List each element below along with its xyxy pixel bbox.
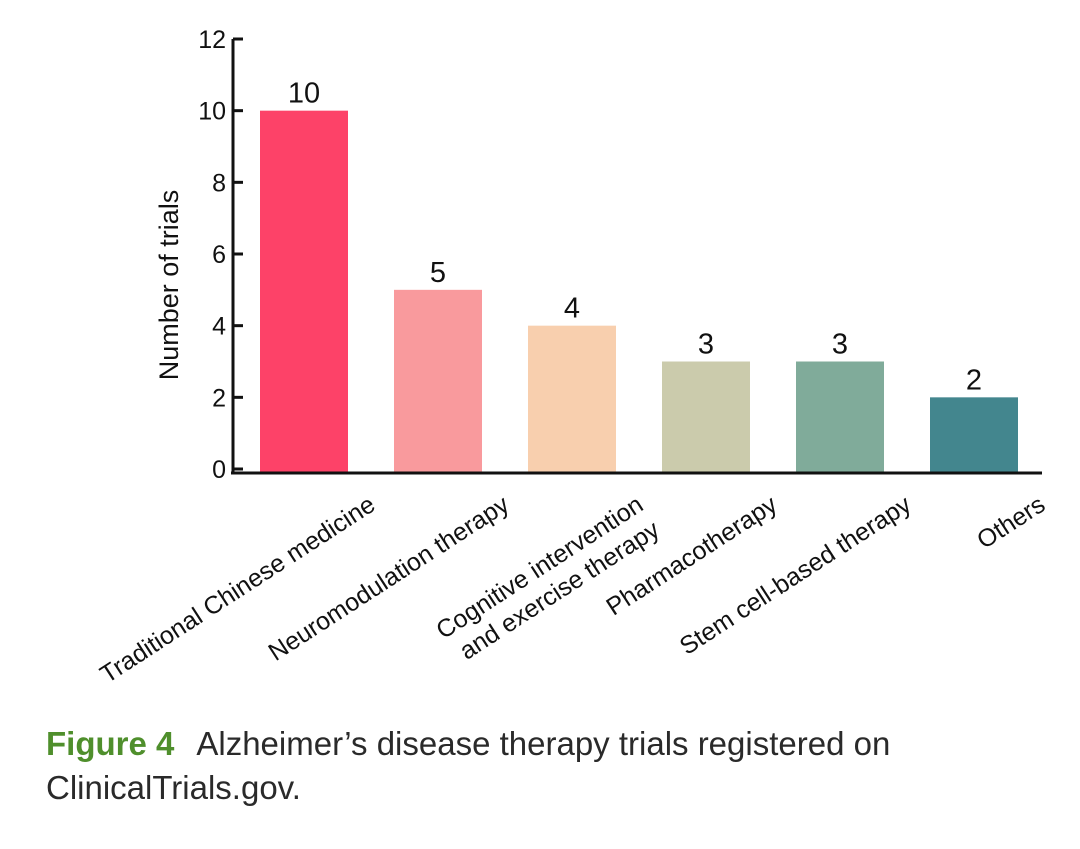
bar-value-label: 3 xyxy=(832,329,848,361)
y-tick-label: 2 xyxy=(212,384,226,412)
y-tick-label: 4 xyxy=(212,313,226,341)
x-tick-label: Others xyxy=(972,490,1050,554)
bar-value-label: 3 xyxy=(698,329,714,361)
caption-text: Alzheimer’s disease therapy trials regis… xyxy=(46,725,891,806)
bar-value-label: 4 xyxy=(564,293,580,325)
y-tick-label: 6 xyxy=(212,241,226,269)
bar xyxy=(796,361,884,472)
x-tick-label-line: Stem cell-based therapy xyxy=(675,490,917,661)
y-tick-label: 12 xyxy=(198,26,226,54)
x-tick-label: Stem cell-based therapy xyxy=(675,490,917,661)
bar-value-label: 10 xyxy=(288,78,320,110)
bar xyxy=(930,397,1018,472)
bar-value-label: 5 xyxy=(430,257,446,289)
x-tick-label-line: Others xyxy=(972,490,1050,554)
x-tick-label: Traditional Chinese medicine xyxy=(95,490,380,689)
bar-value-label: 2 xyxy=(966,364,982,396)
x-tick-label-line: Traditional Chinese medicine xyxy=(95,490,380,689)
bar xyxy=(662,361,750,472)
figure-label: Figure 4 xyxy=(46,725,175,762)
bar xyxy=(528,325,616,472)
figure-caption: Figure 4 Alzheimer’s disease therapy tria… xyxy=(46,722,1046,810)
y-tick-label: 0 xyxy=(212,456,226,484)
y-tick-label: 8 xyxy=(212,169,226,197)
bar xyxy=(394,289,482,472)
y-axis-label: Number of trials xyxy=(154,190,184,381)
y-tick-label: 10 xyxy=(198,98,226,126)
bar xyxy=(260,110,348,473)
bar-chart: 10 5 4 3 3 2 0 2 4 6 8 10 12 Number of trials Tradi… xyxy=(95,26,1050,689)
